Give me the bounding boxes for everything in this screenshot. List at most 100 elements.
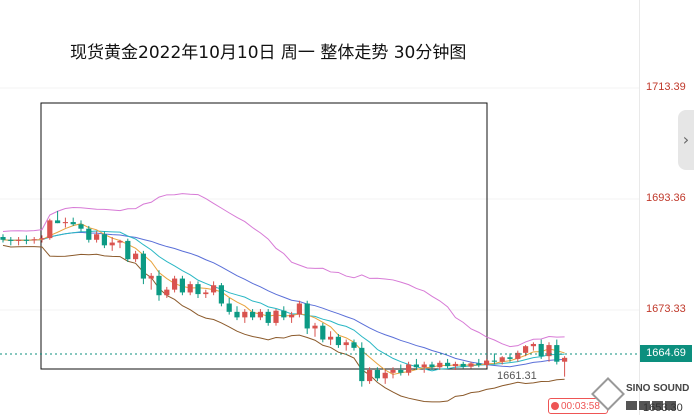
candle [140,250,146,285]
candle [234,306,240,321]
candle-body [265,311,271,323]
candle-body [234,311,240,318]
ma-mid-line [2,230,565,372]
candle [16,237,22,246]
candle-body [452,363,458,367]
candle-body [125,240,131,260]
candle [289,311,295,323]
candle [281,306,287,321]
candle [86,225,92,243]
candle [23,235,29,245]
candle-body [320,325,326,340]
candle [242,309,248,323]
expand-panel-button[interactable]: › [678,110,694,170]
candle-body [47,220,53,239]
candle [351,339,357,351]
candle [133,250,139,262]
candle-body [16,239,22,241]
candle-body [312,325,318,329]
candle [148,273,154,290]
candle [125,238,131,262]
candle [304,300,310,334]
candle-body [421,364,427,368]
candle [312,322,318,337]
ma-fast-line [2,223,565,375]
candle-body [31,239,37,241]
candle-body [413,364,419,368]
candle [476,358,482,368]
candle-body [203,292,209,295]
candle-body [23,239,29,241]
brand-logo: SINO SOUND [591,377,692,412]
candle [296,300,302,318]
bollinger-lower-line [2,244,565,403]
candle [367,367,373,384]
candle-body [530,343,536,347]
candle-body [218,285,224,304]
candle-body [554,345,560,362]
candle-body [179,278,185,293]
candle-body [335,336,341,346]
candle-body [78,224,84,229]
candle [226,297,232,315]
candle-body [8,239,14,241]
candle [335,333,341,348]
candle-body [437,362,443,368]
candle-body [164,289,170,296]
candle-body [55,220,61,224]
candle [109,237,115,251]
candle [398,364,404,376]
candle [530,342,536,351]
candle [484,358,490,368]
candle-body [242,311,248,318]
candle-body [0,237,6,240]
ma-slow-line [2,231,565,368]
candle-body [117,240,123,243]
candle-body [398,370,404,373]
candle [562,356,568,377]
chart-grid [0,87,640,311]
candle-body [296,303,302,315]
candle-body [172,278,178,290]
logo-sub-glyphs [626,395,686,410]
candle [265,309,271,326]
candle [468,361,474,369]
candle-body [546,345,552,357]
current-price-tag: 1664.69 [640,345,692,362]
candle-body [343,342,349,346]
candle-body [289,314,295,318]
indicator-lines [2,193,565,403]
candle-body [101,234,107,246]
candle [538,339,544,359]
candle-body [445,362,451,367]
candle [62,217,68,228]
candle-body [273,310,279,323]
logo-text: SINO SOUND [626,383,690,394]
highlight-box [40,102,488,370]
candle-body [476,363,482,366]
candle-body [39,238,45,240]
candle [195,281,201,298]
candle [374,367,380,382]
candle-body [468,363,474,367]
candle [8,237,14,246]
candle [429,361,435,371]
candle-body [148,275,154,279]
candle [101,231,107,249]
candle [203,289,209,298]
candle-body [211,285,217,293]
candle [421,361,427,373]
timer-value: 00:03:58 [561,401,600,412]
candle-body [367,370,373,382]
candle [211,281,217,296]
candle [554,339,560,365]
candle [70,217,76,226]
candle [507,353,513,362]
candle-body [304,303,310,329]
candle-body [460,363,466,367]
price-axis-divider [639,0,640,415]
chevron-right-icon: › [682,130,690,149]
candle-body [140,253,146,279]
candle [445,358,451,369]
